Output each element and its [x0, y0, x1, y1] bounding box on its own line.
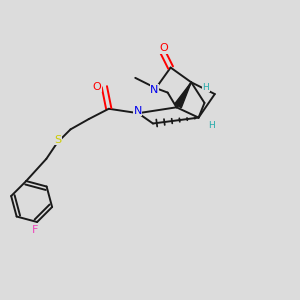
Text: S: S	[54, 135, 61, 145]
Text: F: F	[32, 225, 38, 235]
Text: O: O	[93, 82, 101, 92]
Text: N: N	[134, 106, 142, 116]
Text: H: H	[202, 83, 209, 92]
Text: H: H	[208, 121, 215, 130]
Text: N: N	[150, 85, 159, 94]
Polygon shape	[175, 82, 191, 108]
Text: O: O	[159, 44, 168, 53]
